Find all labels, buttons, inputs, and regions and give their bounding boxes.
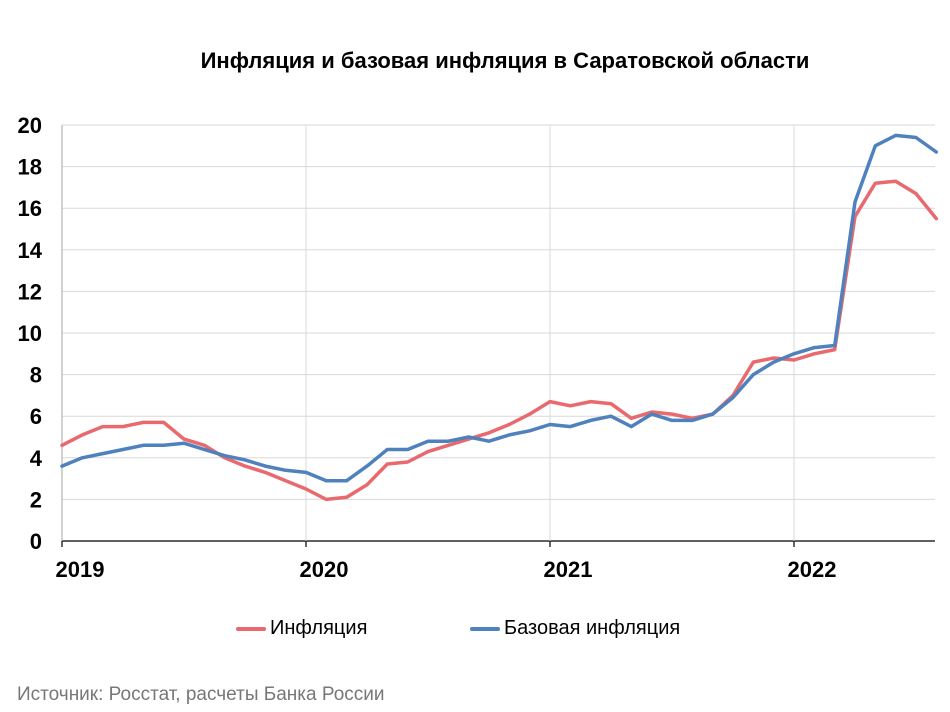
- legend-swatch-core-inflation: [470, 626, 500, 631]
- y-tick-label: 10: [18, 321, 42, 346]
- legend-item-core-inflation: Базовая инфляция: [470, 617, 680, 640]
- y-tick-label: 16: [18, 196, 42, 221]
- line-chart: 0 2 4 6 8 10 12 14 16 18 20 2019 2020 2021 2022: [18, 113, 939, 582]
- y-tick-label: 18: [18, 155, 42, 180]
- series-line-inflation: [60, 179, 939, 502]
- y-tick-label: 2: [30, 487, 42, 512]
- legend-label-inflation: Инфляция: [270, 617, 368, 639]
- x-tick-label: 2021: [544, 557, 593, 582]
- y-tick-label: 20: [18, 113, 42, 138]
- x-tick-label: 2019: [56, 557, 105, 582]
- source-note: Источник: Росстат, расчеты Банка России: [17, 684, 385, 705]
- y-tick-label: 8: [30, 363, 42, 388]
- series-line-core-inflation: [60, 133, 939, 483]
- legend-swatch-inflation: [236, 626, 266, 631]
- legend-item-inflation: Инфляция: [236, 617, 367, 640]
- y-tick-label: 6: [30, 404, 42, 429]
- legend: Инфляция Базовая инфляция: [0, 617, 950, 647]
- chart-title: Инфляция и базовая инфляция в Саратовско…: [200, 48, 810, 73]
- y-tick-label: 14: [18, 238, 43, 263]
- y-tick-label: 4: [30, 446, 43, 471]
- legend-label-core-inflation: Базовая инфляция: [504, 617, 681, 639]
- y-tick-label: 12: [18, 279, 42, 304]
- x-tick-label: 2020: [300, 557, 349, 582]
- x-tick-label: 2022: [788, 557, 837, 582]
- y-tick-label: 0: [30, 529, 42, 554]
